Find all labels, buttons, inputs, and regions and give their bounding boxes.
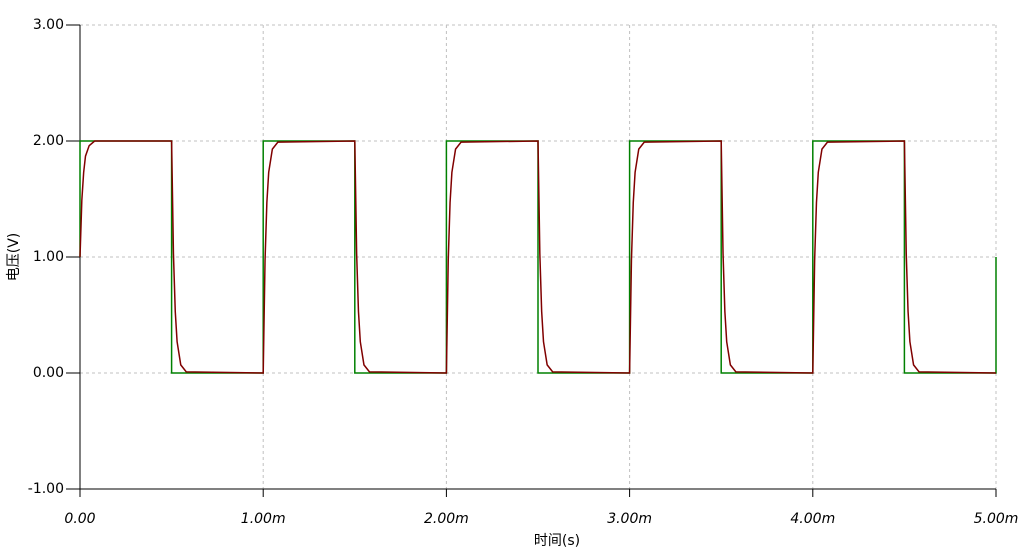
y-tick-label: -1.00 xyxy=(28,481,64,497)
x-axis-label: 时间(s) xyxy=(534,533,580,549)
x-tick-label: 3.00m xyxy=(607,511,652,527)
y-axis-label: 电压(V) xyxy=(6,233,22,282)
y-tick-label: 3.00 xyxy=(33,17,64,33)
y-tick-label: 2.00 xyxy=(33,133,64,149)
x-tick-label: 4.00m xyxy=(790,511,835,527)
y-tick-label: 0.00 xyxy=(33,365,64,381)
x-tick-label: 1.00m xyxy=(241,511,286,527)
y-tick-label: 1.00 xyxy=(33,249,64,265)
x-tick-label: 2.00m xyxy=(424,511,469,527)
series-line xyxy=(79,140,997,374)
x-tick-label: 0.00 xyxy=(64,511,95,527)
x-tick-label: 5.00m xyxy=(974,511,1019,527)
